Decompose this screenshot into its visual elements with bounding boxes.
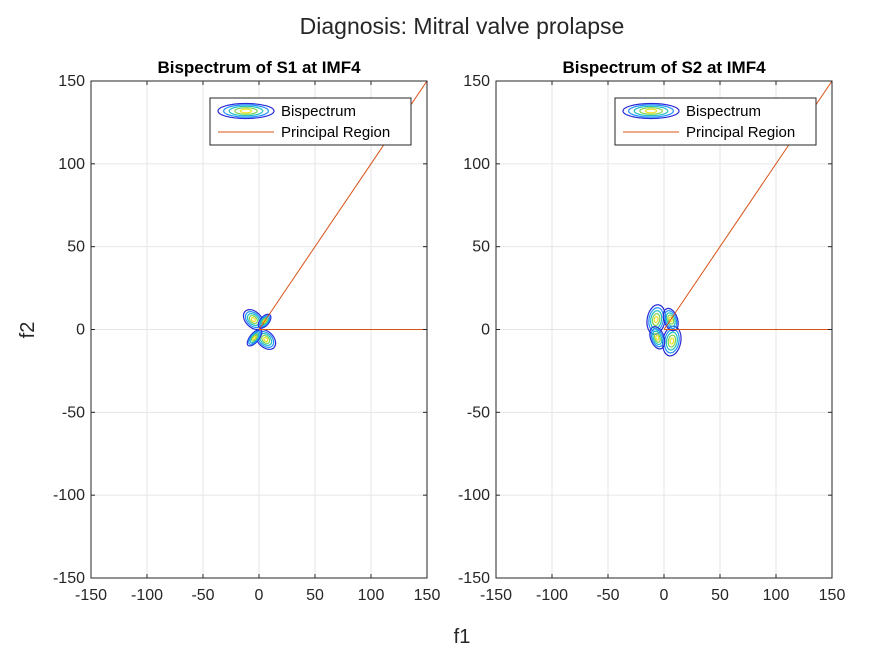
contour-level <box>263 336 269 343</box>
contour-level <box>246 329 263 347</box>
y-tick-label: 0 <box>481 322 490 339</box>
x-tick-label: -50 <box>596 587 619 604</box>
contour-level <box>248 330 261 345</box>
contour-level <box>248 315 258 325</box>
y-tick-label: 100 <box>58 156 85 173</box>
y-tick-label: 50 <box>67 239 85 256</box>
y-tick-label: -150 <box>53 570 85 587</box>
contour-blob <box>257 313 272 329</box>
contour-level <box>252 335 257 341</box>
contour-level <box>652 330 663 346</box>
x-tick-label: 50 <box>306 587 324 604</box>
x-tick-label: 100 <box>358 587 385 604</box>
contour-level <box>251 333 259 342</box>
contour-level <box>258 315 271 328</box>
contour-level <box>665 331 678 351</box>
figure-suptitle: Diagnosis: Mitral valve prolapse <box>300 13 625 39</box>
legend-bispectrum-icon <box>223 104 270 118</box>
subplot-title: Bispectrum of S2 at IMF4 <box>562 58 766 77</box>
contour-level <box>655 334 660 341</box>
contour-level <box>653 332 661 343</box>
y-tick-label: 150 <box>58 73 85 90</box>
y-tick-label: -50 <box>467 404 490 421</box>
legend-bispectrum-icon <box>234 107 258 115</box>
legend-label: Bispectrum <box>281 103 356 120</box>
contour-level <box>257 330 275 348</box>
contour-level <box>257 313 272 329</box>
contour-blob <box>246 329 263 347</box>
x-tick-label: 50 <box>711 587 729 604</box>
contour-level <box>261 334 271 344</box>
legend: Bispectrum Principal Region <box>614 97 817 146</box>
y-tick-label: 100 <box>463 156 490 173</box>
contour-level <box>650 328 664 348</box>
x-tick-label: -50 <box>191 587 214 604</box>
x-tick-label: -150 <box>75 587 107 604</box>
contour-blob <box>662 307 679 332</box>
legend-label: Principal Region <box>281 124 390 141</box>
subplot-title: Bispectrum of S1 at IMF4 <box>157 58 361 77</box>
y-axis-label: f2 <box>17 322 39 339</box>
contour-level <box>667 314 675 325</box>
contour-level <box>249 332 260 344</box>
y-tick-label: -100 <box>458 487 490 504</box>
contour-level <box>669 337 675 345</box>
contour-level <box>664 310 678 330</box>
legend-bispectrum-icon <box>639 107 663 115</box>
legend-bispectrum-icon <box>644 108 658 114</box>
contour-level <box>260 316 270 326</box>
contour-level <box>662 307 679 332</box>
x-tick-label: 0 <box>660 587 669 604</box>
x-tick-label: 150 <box>819 587 846 604</box>
legend-label: Principal Region <box>686 124 795 141</box>
x-tick-label: -150 <box>480 587 512 604</box>
legend-bispectrum-icon <box>228 105 264 117</box>
contour-level <box>651 313 661 327</box>
contour-level <box>667 334 677 348</box>
y-tick-label: 0 <box>76 322 85 339</box>
legend-bispectrum-icon <box>239 108 253 114</box>
y-tick-label: 150 <box>463 73 490 90</box>
y-tick-label: -100 <box>53 487 85 504</box>
contour-level <box>250 316 256 323</box>
contour-blob <box>649 326 666 350</box>
contour-level <box>649 326 666 350</box>
contour-level <box>668 316 673 323</box>
subplot-s1: -150 -100 -50 0 50 100 150 -150 -100 -50 0 50 100 150… <box>53 58 440 604</box>
legend: Bispectrum Principal Region <box>209 97 412 146</box>
contour-level <box>653 316 659 324</box>
legend-label: Bispectrum <box>686 103 761 120</box>
y-tick-label: -50 <box>62 404 85 421</box>
y-tick-label: -150 <box>458 570 490 587</box>
subplot-s2: -150 -100 -50 0 50 100 150 -150 -100 -50 0 50 100 150… <box>458 58 845 604</box>
y-tick-label: 50 <box>472 239 490 256</box>
legend-bispectrum-icon <box>622 102 680 120</box>
legend-bispectrum-icon <box>627 104 674 118</box>
x-tick-label: -100 <box>536 587 568 604</box>
x-axis-label: f1 <box>454 626 471 648</box>
x-tick-label: 150 <box>414 587 441 604</box>
contour-level <box>665 312 676 327</box>
x-tick-label: -100 <box>131 587 163 604</box>
x-tick-label: 100 <box>763 587 790 604</box>
legend-bispectrum-icon <box>633 105 669 117</box>
legend-bispectrum-icon <box>217 102 275 120</box>
x-tick-label: 0 <box>255 587 264 604</box>
